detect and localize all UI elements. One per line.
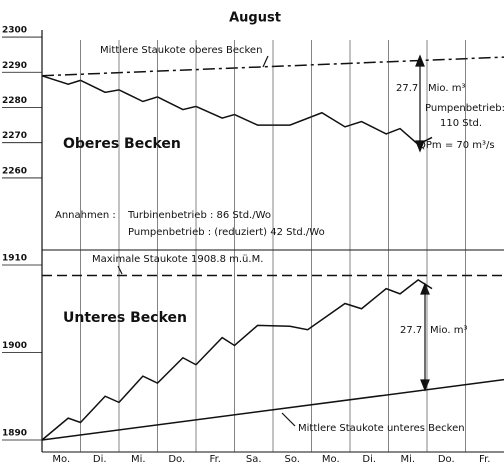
- y-tick-label: 1890: [2, 429, 27, 439]
- x-tick-label: Mo.: [52, 454, 70, 465]
- arrows: [117, 54, 430, 427]
- annotation: Pumpenbetrieb : (reduziert) 42 Std./Wo: [128, 227, 325, 238]
- series-label: Mittlere Staukote oberes Becken: [100, 45, 262, 56]
- x-tick-label: So.: [285, 454, 300, 465]
- annotation: QPm = 70 m³/s: [418, 140, 495, 151]
- y-tick-label: 2290: [2, 61, 27, 71]
- annotation: Mio. m³: [430, 325, 467, 336]
- line-series: [41, 378, 504, 441]
- x-tick-label: Sa.: [246, 454, 262, 465]
- x-tick-label: Mi.: [131, 454, 146, 465]
- line-series: [41, 278, 433, 441]
- panel-title: Unteres Becken: [63, 310, 187, 326]
- x-tick-label: Mi.: [400, 454, 415, 465]
- x-tick-label: Di.: [93, 454, 107, 465]
- y-tick-label: 2260: [2, 166, 27, 176]
- y-tick-label: 2280: [2, 96, 27, 106]
- annotation: Pumpenbetrieb:: [425, 103, 504, 114]
- annotation: 110 Std.: [440, 118, 482, 129]
- y-tick-label: 2270: [2, 131, 27, 141]
- panel-title: Oberes Becken: [63, 136, 181, 152]
- annotation: Annahmen :: [55, 210, 116, 221]
- y-tick-label: 1910: [2, 254, 27, 264]
- x-tick-label: Do.: [168, 454, 185, 465]
- x-tick-label: Di.: [362, 454, 376, 465]
- x-tick-label: Do.: [438, 454, 455, 465]
- x-tick-label: Fr.: [210, 454, 221, 465]
- annotation: Mio. m³: [428, 83, 465, 94]
- y-tick-label: 1900: [2, 341, 27, 351]
- series-label: Mittlere Staukote unteres Becken: [298, 423, 465, 434]
- x-tick-label: Fr.: [479, 454, 490, 465]
- chart-title: August: [229, 11, 281, 26]
- x-tick-label: Mo.: [322, 454, 340, 465]
- annotation: 27.7: [400, 325, 422, 336]
- annotation: Turbinenbetrieb : 86 Std./Wo: [127, 210, 271, 221]
- series-label: Maximale Staukote 1908.8 m.ü.M.: [92, 254, 263, 265]
- y-tick-label: 2300: [2, 26, 27, 36]
- line-series: [41, 75, 433, 146]
- annotation: 27.7: [396, 83, 418, 94]
